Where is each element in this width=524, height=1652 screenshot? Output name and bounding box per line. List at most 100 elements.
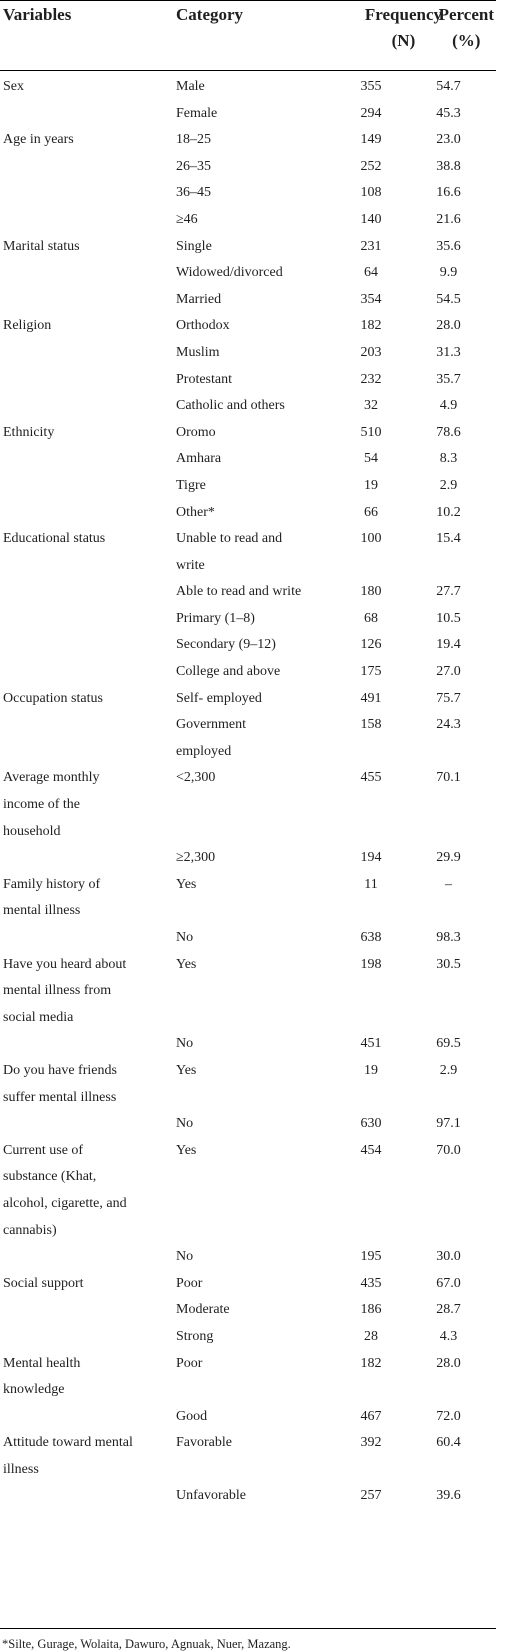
percent-cell: 16.6 [436,185,461,201]
percent-cell: 10.2 [436,504,461,520]
variable-cell: Ethnicity [3,424,55,440]
variable-cell: Marital status [3,238,80,254]
table-row: Current use of substance (Khat, alcohol, c… [0,1138,496,1244]
percent-cell: 35.6 [436,238,461,254]
table-row: 36–45 108 16.6 [0,180,496,207]
frequency-cell: 182 [360,318,382,334]
table-row: Marital status Single 231 35.6 [0,234,496,261]
table-row: Able to read and write 180 27.7 [0,579,496,606]
table-row: Married 354 54.5 [0,287,496,314]
table-row: Good 467 72.0 [0,1404,496,1431]
variable-cell: Mental health knowledge [3,1355,81,1398]
percent-cell: 54.7 [436,79,461,94]
table-row: Have you heard about mental illness from s… [0,952,496,1032]
header-category: Category [176,5,244,24]
percent-cell: 4.3 [439,1328,458,1344]
frequency-cell: 186 [360,1302,382,1318]
category-cell: <2,300 [176,770,216,786]
frequency-cell: 638 [360,930,382,945]
percent-cell: 72.0 [436,1408,461,1424]
category-cell: College and above [176,664,281,680]
category-cell: Amhara [176,451,222,467]
header-frequency: Frequency (N) [364,5,442,50]
variable-cell: Current use of substance (Khat, alcohol, c… [3,1142,127,1238]
frequency-cell: 64 [364,265,378,281]
table-row: Average monthly income of the household <2,… [0,765,496,845]
table-top-rule [0,0,496,1]
percent-cell: 8.3 [439,451,458,467]
header-percent: Percent (%) [438,5,494,50]
frequency-cell: 294 [360,105,382,121]
table-body: Sex Male 355 54.7 Female 294 45.3 Age in years 1… [0,74,496,1510]
table-row: Age in years 18–25 149 23.0 [0,127,496,154]
table-row: No 630 97.1 [0,1111,496,1138]
percent-cell: 31.3 [436,344,461,360]
category-cell: Single [176,238,212,254]
category-cell: Female [176,105,218,121]
category-cell: ≥2,300 [176,850,216,866]
category-cell: Government employed [176,717,246,759]
percent-cell: 70.0 [436,1142,461,1158]
percent-cell: – [445,876,452,892]
percent-cell: 45.3 [436,105,461,121]
variable-cell: Sex [3,79,24,94]
percent-cell: 9.9 [439,265,458,281]
table-row: Catholic and others 32 4.9 [0,393,496,420]
category-cell: Protestant [176,371,232,387]
variable-cell: Do you have friends suffer mental illness [3,1062,117,1105]
frequency-cell: 182 [360,1355,382,1371]
frequency-cell: 195 [360,1249,382,1265]
frequency-cell: 451 [360,1036,382,1052]
variable-cell: Family history of mental illness [3,876,101,919]
frequency-cell: 194 [360,850,382,866]
table-row: Secondary (9–12) 126 19.4 [0,632,496,659]
percent-cell: 69.5 [436,1036,461,1052]
percent-cell: 28.0 [436,318,461,334]
frequency-cell: 108 [360,185,382,201]
category-cell: Good [176,1408,208,1424]
frequency-cell: 491 [360,690,382,706]
category-cell: Oromo [176,424,216,440]
table-row: Female 294 45.3 [0,101,496,128]
category-cell: Strong [176,1328,214,1344]
frequency-cell: 11 [364,876,378,892]
category-cell: Yes [176,1062,197,1078]
table-row: Widowed/divorced 64 9.9 [0,260,496,287]
table-row: Government employed 158 24.3 [0,712,496,765]
variable-cell: Religion [3,318,52,334]
percent-cell: 39.6 [436,1488,461,1504]
percent-cell: 27.0 [436,664,461,680]
table-row: Occupation status Self- employed 491 75.7 [0,686,496,713]
category-cell: Primary (1–8) [176,610,255,626]
variable-cell: Age in years [3,132,74,148]
percent-cell: 28.7 [436,1302,461,1318]
frequency-cell: 392 [360,1435,382,1451]
frequency-cell: 54 [364,451,378,467]
frequency-cell: 510 [360,424,382,440]
table-row: ≥2,300 194 29.9 [0,845,496,872]
table-row: ≥46 140 21.6 [0,207,496,234]
percent-cell: 23.0 [436,132,461,148]
category-cell: Moderate [176,1302,230,1318]
frequency-cell: 158 [360,717,382,733]
percent-cell: 35.7 [436,371,461,387]
frequency-cell: 232 [360,371,382,387]
category-cell: Yes [176,956,197,972]
table-row: No 451 69.5 [0,1031,496,1058]
table-row: Primary (1–8) 68 10.5 [0,606,496,633]
percent-cell: 30.5 [436,956,461,972]
frequency-cell: 435 [360,1275,382,1291]
table-row: Amhara 54 8.3 [0,446,496,473]
frequency-cell: 19 [364,477,378,493]
percent-cell: 70.1 [436,770,461,786]
percent-cell: 30.0 [436,1249,461,1265]
category-cell: Other* [176,504,215,520]
table-row: Unfavorable 257 39.6 [0,1483,496,1510]
category-cell: 36–45 [176,185,211,201]
category-cell: No [176,1036,194,1052]
category-cell: ≥46 [176,211,198,227]
percent-cell: 75.7 [436,690,461,706]
category-cell: Secondary (9–12) [176,637,276,653]
frequency-cell: 467 [360,1408,382,1424]
category-cell: Catholic and others [176,398,285,414]
